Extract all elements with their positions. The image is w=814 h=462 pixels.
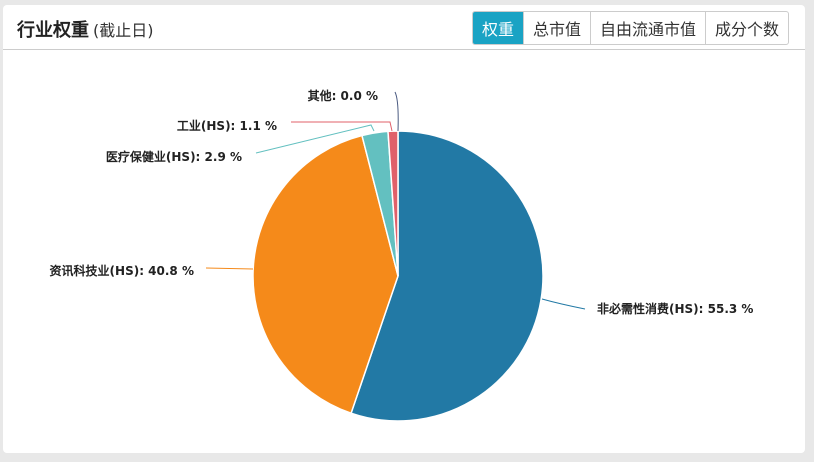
- leader-line: [394, 91, 399, 132]
- card-header: 行业权重 (截止日) 权重 总市值 自由流通市值 成分个数: [3, 5, 805, 50]
- tab-weight[interactable]: 权重: [472, 12, 523, 44]
- card-title: 行业权重 (截止日): [17, 16, 154, 42]
- slice-label: 其他: 0.0 %: [308, 88, 378, 103]
- leader-line: [205, 267, 254, 270]
- tab-market-cap[interactable]: 总市值: [522, 12, 590, 44]
- pie-slice[interactable]: [252, 134, 399, 415]
- slice-label: 非必需性消费(HS): 55.3 %: [597, 301, 753, 316]
- subtitle: (截止日): [93, 21, 154, 40]
- leader-line: [541, 298, 586, 310]
- metric-tabs: 权重 总市值 自由流通市值 成分个数: [471, 11, 789, 45]
- tab-constituent-count[interactable]: 成分个数: [704, 12, 788, 44]
- tab-free-float-cap[interactable]: 自由流通市值: [589, 12, 705, 44]
- slice-label: 医疗保健业(HS): 2.9 %: [106, 149, 242, 164]
- leader-line: [255, 124, 375, 154]
- pie-slice[interactable]: [350, 130, 544, 422]
- leader-line: [291, 121, 393, 132]
- slice-label: 工业(HS): 1.1 %: [177, 118, 277, 133]
- slice-label: 资讯科技业(HS): 40.8 %: [50, 263, 194, 278]
- title-text: 行业权重: [17, 20, 89, 41]
- pie-slice[interactable]: [387, 130, 399, 277]
